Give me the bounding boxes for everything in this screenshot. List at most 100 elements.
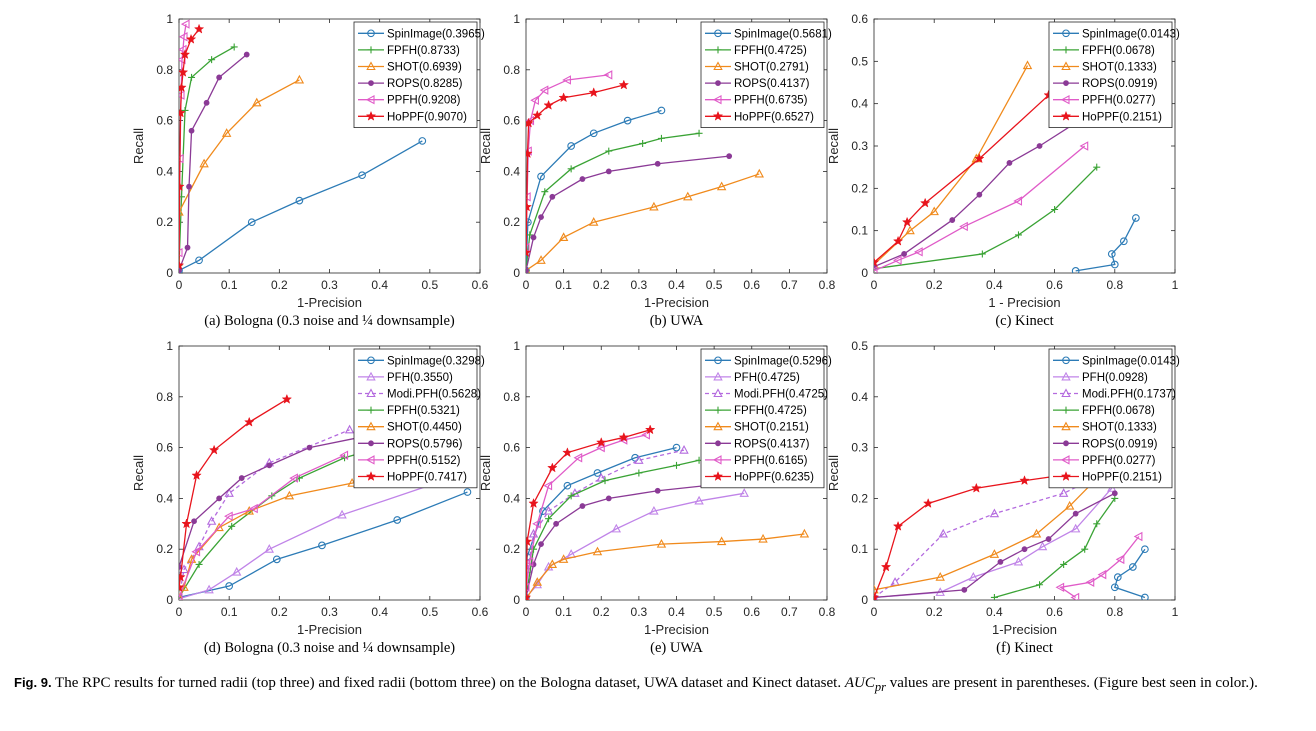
- data-point-fpfh: [230, 43, 238, 51]
- data-point-shot: [716, 536, 727, 546]
- legend-label: HoPPF(0.7417): [387, 472, 467, 484]
- legend-label: Modi.PFH(0.5628): [387, 389, 481, 401]
- data-point-ppfh: [526, 557, 534, 567]
- data-point-fpfh: [635, 469, 643, 477]
- series-line-pfh: [179, 478, 448, 600]
- caption-text-after: values are present in parentheses. (Figu…: [889, 675, 1258, 691]
- auc-main: AUC: [844, 675, 875, 691]
- legend-label: SHOT(0.4450): [387, 422, 462, 434]
- caption-text-before: The RPC results for turned radii (top th…: [55, 675, 842, 691]
- data-point-ppfh: [1013, 196, 1023, 206]
- data-point-fpfh: [639, 139, 647, 147]
- x-tick-label: 0.5: [421, 605, 438, 619]
- legend-box: [353, 21, 478, 128]
- data-point-rops: [961, 586, 968, 593]
- data-point-hoppf: [191, 470, 202, 480]
- legend-marker: [366, 421, 376, 431]
- data-point-hoppf: [892, 235, 904, 246]
- y-tick-label: 0.2: [503, 542, 520, 556]
- data-point-spinimage: [1129, 563, 1137, 571]
- data-point-hoppf: [974, 153, 985, 164]
- data-point-hoppf: [526, 247, 532, 258]
- data-point-modipfh: [679, 444, 689, 454]
- subfigure-caption: (e) UWA: [650, 640, 703, 656]
- x-tick-label: 0.1: [555, 278, 572, 292]
- data-point-fpfh: [874, 265, 878, 273]
- y-axis-label: Recall: [478, 128, 493, 164]
- data-point-ppfh: [573, 453, 583, 463]
- data-point-rops: [605, 168, 612, 175]
- series-line-shot: [526, 173, 760, 271]
- data-point-rops: [1111, 490, 1118, 497]
- legend-label: Modi.PFH(0.4725): [734, 389, 828, 401]
- y-tick-label: 0.4: [851, 97, 868, 111]
- legend-label: PPFH(0.0277): [1082, 95, 1156, 107]
- x-tick-label: 1: [1172, 278, 1179, 292]
- data-point-rops: [553, 520, 559, 527]
- y-tick-label: 0: [861, 266, 868, 280]
- data-point-shot: [284, 490, 295, 500]
- data-point-shot: [199, 158, 209, 168]
- y-axis-label: Recall: [826, 455, 841, 491]
- y-tick-label: 0.4: [156, 491, 173, 505]
- data-point-hoppf: [179, 49, 191, 60]
- data-point-rops: [179, 564, 182, 570]
- legend-marker: [1062, 29, 1070, 38]
- data-point-modipfh: [206, 516, 217, 525]
- data-point-rops: [530, 234, 537, 241]
- legend-label: SpinImage(0.5681): [734, 28, 832, 40]
- legend-marker: [365, 94, 375, 105]
- data-point-hoppf: [892, 520, 904, 531]
- data-point-spinimage: [1141, 593, 1149, 600]
- data-point-ppfh: [959, 221, 968, 232]
- legend-box: [353, 348, 478, 489]
- data-point-hoppf: [179, 66, 189, 77]
- y-tick-label: 1: [166, 339, 173, 353]
- legend-label: HoPPF(0.2151): [1082, 111, 1162, 123]
- legend-marker: [366, 388, 376, 398]
- data-point-ppfh: [1055, 582, 1065, 593]
- data-point-spinimage: [563, 481, 572, 490]
- data-point-spinimage: [463, 488, 472, 496]
- legend-label: SpinImage(0.0143): [1082, 28, 1180, 40]
- x-tick-label: 0.3: [321, 605, 338, 619]
- x-tick-label: 0.8: [819, 605, 836, 619]
- legend-marker: [712, 110, 724, 121]
- data-point-hoppf: [528, 497, 539, 508]
- legend: SpinImage(0.5296) PFH(0.4725) Modi.PFH(0.4…: [700, 348, 832, 489]
- data-point-ppfh: [532, 519, 541, 529]
- data-point-ppfh: [180, 19, 190, 29]
- data-point-shot: [592, 546, 603, 556]
- data-point-spinimage: [593, 469, 602, 477]
- x-tick-label: 0.6: [1046, 278, 1063, 292]
- y-tick-label: 0.2: [503, 215, 520, 229]
- data-point-shot: [179, 206, 184, 216]
- data-point-hoppf: [588, 87, 599, 98]
- x-tick-label: 0.6: [743, 278, 760, 292]
- auc-sub: pr: [874, 680, 886, 694]
- legend-marker: [366, 61, 376, 71]
- data-point-rops: [579, 176, 586, 182]
- x-tick-label: 0.4: [986, 278, 1003, 292]
- data-point-fpfh: [545, 515, 553, 523]
- x-tick-label: 1: [1172, 605, 1179, 619]
- legend-label: HoPPF(0.6235): [734, 472, 814, 484]
- data-point-rops: [203, 99, 210, 106]
- series-line-shot: [526, 533, 805, 600]
- data-point-rops: [179, 267, 182, 273]
- legend-marker: [365, 110, 377, 121]
- legend-label: PFH(0.4725): [734, 372, 800, 384]
- y-tick-label: 1: [166, 12, 173, 26]
- data-point-rops: [605, 495, 612, 502]
- legend-marker: [1061, 388, 1071, 398]
- legend-marker: [713, 388, 723, 398]
- y-tick-label: 0.8: [503, 390, 520, 404]
- legend-marker: [365, 470, 377, 481]
- data-point-fpfh: [567, 492, 575, 500]
- data-point-modipfh: [179, 564, 189, 574]
- data-point-shot: [874, 584, 879, 594]
- chart-panel-d: 0 0.1 0.2 0.3 0.4 0.5 0.6 0 0.2 0.4 0.6 0.8 1 1-Preci…: [130, 332, 490, 662]
- data-point-ppfh: [526, 582, 530, 593]
- series-line-hoppf: [526, 429, 651, 598]
- data-point-ppfh: [892, 255, 902, 266]
